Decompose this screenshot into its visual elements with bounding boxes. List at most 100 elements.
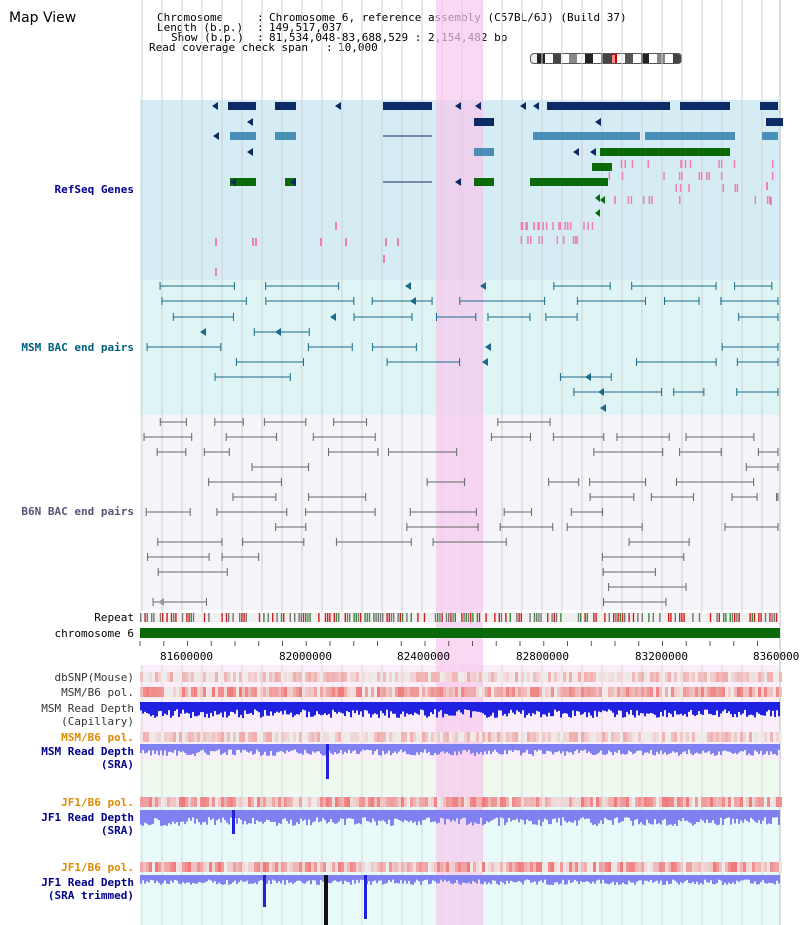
read-depth-bar [340, 810, 342, 819]
read-depth-bar [664, 875, 666, 885]
read-depth-bar [420, 702, 422, 710]
pol-heat-cell [656, 687, 659, 697]
repeat-element [753, 613, 756, 622]
track-label-jf1-b6-pol-1[interactable]: JF1/B6 pol. [61, 796, 134, 809]
pol-heat-cell [581, 732, 584, 742]
chromosome-label: Chromosome [157, 11, 224, 24]
pol-heat-cell [302, 672, 305, 682]
read-depth-bar [524, 702, 526, 718]
pol-heat-cell [470, 672, 473, 682]
read-depth-spike [326, 744, 329, 779]
read-depth-bar [734, 702, 736, 715]
read-depth-bar [508, 702, 510, 714]
pol-heat-cell [728, 732, 731, 742]
track-label-jf1-depth-sra-1[interactable]: JF1 Read Depth [41, 811, 134, 824]
track-label-jf1-b6-pol-2[interactable]: JF1/B6 pol. [61, 861, 134, 874]
pol-heat-cell [632, 732, 635, 742]
track-label-msm-b6-pol-1[interactable]: MSM/B6 pol. [61, 686, 134, 699]
read-depth-bar [288, 810, 290, 824]
read-depth-bar [184, 702, 186, 714]
track-label-msm-b6-pol-2[interactable]: MSM/B6 pol. [61, 731, 134, 744]
read-depth-bar [486, 744, 488, 755]
read-depth-bar [248, 702, 250, 714]
track-label-msm-depth-cap-1[interactable]: MSM Read Depth [41, 702, 134, 715]
read-depth-bar [156, 744, 158, 751]
pol-heat-cell [539, 797, 542, 807]
read-depth-bar [236, 810, 238, 824]
pink-feature [718, 160, 720, 168]
repeat-element [586, 613, 588, 622]
repeat-element [190, 613, 192, 622]
pol-heat-cell [197, 732, 200, 742]
read-depth-bar [636, 810, 638, 819]
read-depth-bar [238, 810, 240, 819]
pol-heat-cell [431, 672, 434, 682]
read-depth-bar [358, 702, 360, 715]
pol-heat-cell [452, 797, 455, 807]
read-depth-bar [642, 702, 644, 714]
read-depth-bar [236, 702, 238, 710]
pol-heat-cell [191, 672, 194, 682]
read-depth-bar [770, 875, 772, 884]
read-depth-bar [430, 875, 432, 884]
repeat-element [439, 613, 441, 622]
pol-heat-cell [338, 797, 341, 807]
read-depth-bar [644, 875, 646, 881]
pol-heat-cell [317, 672, 320, 682]
read-depth-bar [528, 702, 530, 714]
repeat-element [144, 613, 146, 622]
pol-heat-cell [491, 797, 494, 807]
repeat-element [547, 613, 549, 622]
pol-heat-cell [218, 862, 221, 872]
read-depth-bar [712, 744, 714, 754]
read-depth-bar [186, 744, 188, 755]
pol-heat-cell [173, 672, 176, 682]
track-label-b6n-bac[interactable]: B6N BAC end pairs [21, 505, 134, 518]
read-depth-bar [534, 702, 536, 715]
pol-heat-cell [146, 862, 149, 872]
pol-heat-cell [311, 797, 314, 807]
pol-heat-cell [218, 797, 221, 807]
track-label-jf1-depth-trim-1[interactable]: JF1 Read Depth [41, 876, 134, 889]
read-depth-bar [286, 702, 288, 715]
ideogram-band [593, 54, 601, 63]
read-depth-bar [606, 875, 608, 884]
read-depth-bar [168, 875, 170, 885]
read-depth-bar [388, 875, 390, 881]
read-depth-bar [290, 702, 292, 713]
track-label-dbsnp[interactable]: dbSNP(Mouse) [54, 671, 134, 684]
read-depth-bar [494, 702, 496, 718]
pol-heat-cell [668, 862, 671, 872]
read-depth-bar [624, 744, 626, 755]
pol-heat-cell [587, 797, 590, 807]
track-label-refseq[interactable]: RefSeq Genes [54, 183, 134, 196]
pol-heat-cell [248, 732, 251, 742]
read-depth-bar [414, 810, 416, 822]
read-depth-bar [308, 744, 310, 754]
pol-heat-cell [737, 797, 740, 807]
pink-feature [574, 236, 577, 244]
pol-heat-cell [587, 687, 590, 697]
read-depth-bar [550, 875, 552, 885]
read-depth-bar [618, 702, 620, 711]
read-depth-bar [220, 875, 222, 885]
read-depth-bar [514, 875, 516, 883]
track-label-chromosome[interactable]: chromosome 6 [54, 627, 134, 640]
strand-arrow [595, 194, 600, 202]
pol-heat-cell [200, 862, 203, 872]
track-label-repeat[interactable]: Repeat [94, 611, 134, 624]
pol-heat-cell [689, 687, 692, 697]
pol-heat-cell [389, 797, 392, 807]
read-depth-bar [242, 875, 244, 882]
read-depth-bar [222, 744, 224, 754]
read-depth-bar [694, 875, 696, 884]
track-label-msm-bac[interactable]: MSM BAC end pairs [21, 341, 134, 354]
ideogram-current-position[interactable] [611, 54, 616, 63]
track-label-msm-depth-sra-1[interactable]: MSM Read Depth [41, 745, 134, 758]
read-depth-bar [322, 702, 324, 715]
pol-heat-cell [308, 687, 311, 697]
pol-heat-cell [608, 797, 611, 807]
read-depth-bar [616, 810, 618, 818]
pol-heat-cell [248, 797, 251, 807]
